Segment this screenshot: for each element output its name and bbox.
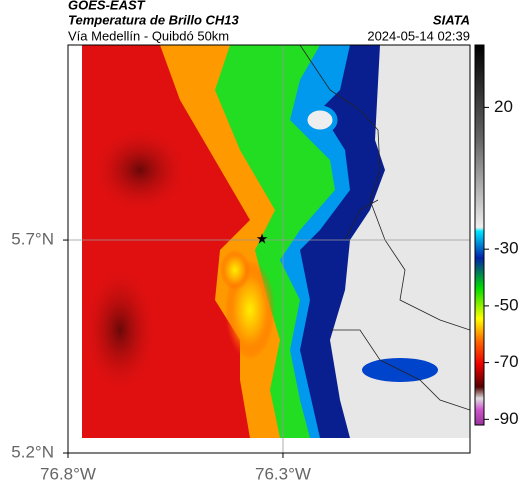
colorbar-tick-label: -90 [494,409,519,428]
x-tick-label: 76.8°W [40,464,96,483]
x-tick-label: 76.3°W [255,464,311,483]
colorbar-tick-label: -70 [494,352,519,371]
map-frame [67,44,471,454]
route: Vía Medellín - Quibdó 50km [68,28,229,43]
source: GOES-EAST [68,0,146,12]
product: Temperatura de Brillo CH13 [68,12,240,27]
agency: SIATA [433,12,470,27]
colorbar [474,44,485,426]
colorbar-tick-label: -50 [494,295,519,314]
colorbar-tick-label: 20 [494,97,513,116]
colorbar-tick-label: -30 [494,239,519,258]
timestamp: 2024-05-14 02:39 [367,28,470,43]
y-tick-label: 5.2°N [11,442,54,461]
location-marker: ★ [256,231,269,247]
map-field [82,45,470,438]
y-tick-label: 5.7°N [11,230,54,249]
